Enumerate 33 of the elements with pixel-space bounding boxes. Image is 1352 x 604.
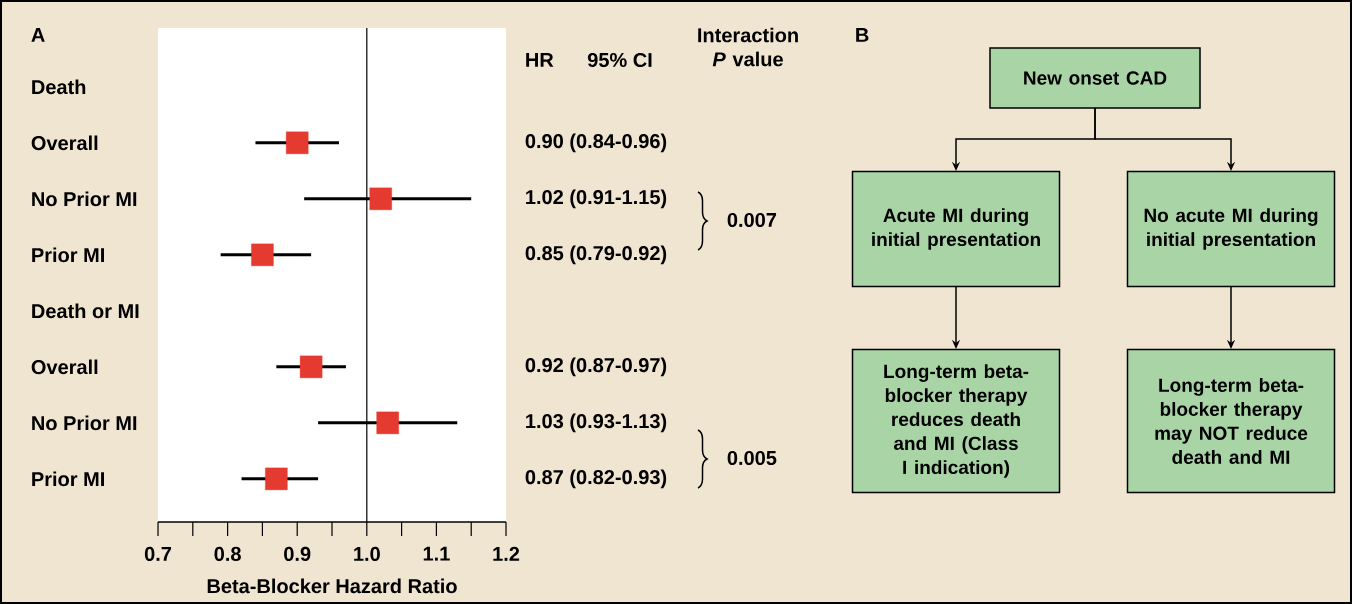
x-tick-label: 1.0 xyxy=(354,546,380,562)
y-tick-label: Overall xyxy=(31,359,98,375)
text: Acute MI during initial presentation xyxy=(872,208,1040,250)
data-label: 0.92 (0.87-0.97) xyxy=(525,357,667,377)
text: HR xyxy=(526,53,554,67)
data-label: 0.85 (0.79-0.92) xyxy=(525,245,667,265)
data-label: 1.03 (0.93-1.13) xyxy=(526,413,667,433)
x-tick-label: 1.1 xyxy=(423,546,450,561)
data-label: 0.90 (0.84-0.96) xyxy=(525,133,667,153)
data-label: 1.02 (0.91-1.15) xyxy=(526,189,667,209)
data-label: 0.87 (0.82-0.93) xyxy=(525,469,667,489)
text: Long-term beta- blocker therapy may NOT reduce death and MI xyxy=(1155,378,1308,464)
x-tick-label: 1.2 xyxy=(493,546,520,561)
y-tick-label: Death xyxy=(32,79,86,95)
x-axis-title: Beta-Blocker Hazard Ratio xyxy=(207,578,457,594)
text: New onset CAD xyxy=(1024,71,1167,85)
text: B xyxy=(856,28,869,42)
text: 95% CI xyxy=(587,52,652,68)
text: Interaction P value xyxy=(698,27,798,67)
text: Long-term beta-blocker therapy reduces death and MI (Class I indication) xyxy=(884,364,1029,478)
x-tick-label: 0.7 xyxy=(144,546,172,562)
y-tick-label: Overall xyxy=(31,135,98,151)
x-tick-label: 0.9 xyxy=(284,546,311,562)
y-tick-label: Death or MI xyxy=(32,303,139,319)
y-tick-label: Prior MI xyxy=(32,471,104,487)
chart-title: A xyxy=(31,28,45,42)
text: No acute MI during initial presentation xyxy=(1144,208,1318,250)
y-tick-label: No Prior MI xyxy=(32,191,137,207)
text: 0.005 xyxy=(727,450,777,466)
x-tick-label: 0.8 xyxy=(214,546,241,562)
y-tick-label: Prior MI xyxy=(32,247,104,263)
y-tick-label: No Prior MI xyxy=(32,415,137,431)
text: 0.007 xyxy=(727,212,777,228)
